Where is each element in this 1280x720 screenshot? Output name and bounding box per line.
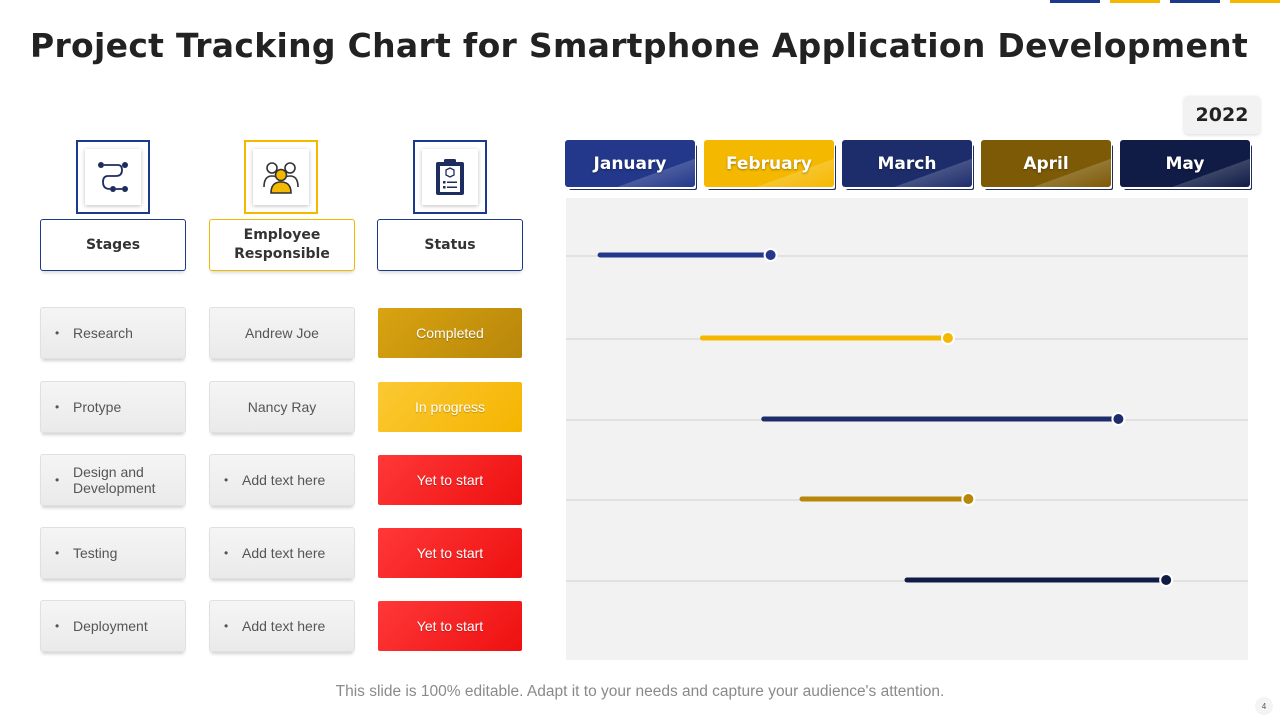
stage-cell: • Research <box>40 307 186 359</box>
header-stages: Stages <box>40 219 186 271</box>
status-icon-box <box>413 140 487 214</box>
header-stages-label: Stages <box>85 236 141 253</box>
bullet-icon: • <box>55 400 60 414</box>
stage-cell: • Deployment <box>40 600 186 652</box>
stage-cell: • Protype <box>40 381 186 433</box>
employee-cell: Nancy Ray <box>209 381 355 433</box>
gantt-end-marker <box>763 248 778 262</box>
accent-line-2 <box>1110 0 1160 3</box>
bullet-icon: • <box>55 619 60 633</box>
month-header-may: May <box>1120 140 1250 187</box>
stage-cell: • Testing <box>40 527 186 579</box>
gantt-end-marker <box>1159 573 1174 587</box>
header-status: Status <box>377 219 523 271</box>
employee-label: Add text here <box>242 545 326 561</box>
status-label: Yet to start <box>416 545 484 561</box>
year-badge: 2022 <box>1184 96 1260 134</box>
stage-label: Testing <box>73 545 118 561</box>
accent-line-4 <box>1230 0 1280 3</box>
header-status-label: Status <box>424 236 476 253</box>
gantt-chart-area <box>566 198 1248 660</box>
gantt-end-marker <box>940 331 955 345</box>
header-employee: Employee Responsible <box>209 219 355 271</box>
clipboard-checklist-icon <box>436 159 464 195</box>
month-label: April <box>1023 153 1069 174</box>
status-badge-yet-to-start: Yet to start <box>378 601 522 651</box>
employee-label: Nancy Ray <box>247 399 317 415</box>
month-header-january: January <box>565 140 695 187</box>
accent-line-3 <box>1170 0 1220 3</box>
slide-title: Project Tracking Chart for Smartphone Ap… <box>30 26 1249 65</box>
employee-label: Add text here <box>242 472 326 488</box>
month-label: January <box>593 153 667 174</box>
stage-cell: • Design and Development <box>40 454 186 506</box>
status-badge-in-progress: In progress <box>378 382 522 432</box>
process-flow-icon <box>98 162 128 192</box>
employee-label: Add text here <box>242 618 326 634</box>
bullet-icon: • <box>55 326 60 340</box>
footer-note: This slide is 100% editable. Adapt it to… <box>335 683 945 700</box>
employee-cell: • Add text here <box>209 454 355 506</box>
gantt-end-marker <box>1111 412 1126 426</box>
team-people-icon <box>263 162 299 194</box>
month-label: May <box>1165 153 1205 174</box>
employee-cell: • Add text here <box>209 600 355 652</box>
page-number: 4 <box>1255 697 1273 715</box>
status-label: Yet to start <box>416 472 484 488</box>
status-badge-yet-to-start: Yet to start <box>378 528 522 578</box>
header-employee-label: Employee Responsible <box>234 227 330 262</box>
bullet-icon: • <box>224 546 229 560</box>
status-label: In progress <box>414 399 486 415</box>
stage-label: Research <box>73 325 133 341</box>
gantt-end-marker <box>961 492 976 506</box>
bullet-icon: • <box>55 546 60 560</box>
stage-label: Protype <box>73 399 122 415</box>
month-header-march: March <box>842 140 972 187</box>
stage-label: Deployment <box>73 618 148 634</box>
status-label: Completed <box>416 325 484 341</box>
stages-icon-box <box>76 140 150 214</box>
status-badge-completed: Completed <box>378 308 522 358</box>
employee-cell: Andrew Joe <box>209 307 355 359</box>
bullet-icon: • <box>55 473 60 487</box>
month-header-february: February <box>704 140 834 187</box>
status-badge-yet-to-start: Yet to start <box>378 455 522 505</box>
accent-line-1 <box>1050 0 1100 3</box>
month-label: February <box>725 153 813 174</box>
month-label: March <box>877 153 937 174</box>
bullet-icon: • <box>224 473 229 487</box>
bullet-icon: • <box>224 619 229 633</box>
month-header-april: April <box>981 140 1111 187</box>
status-label: Yet to start <box>416 618 484 634</box>
employee-label: Andrew Joe <box>245 325 319 341</box>
employee-icon-box <box>244 140 318 214</box>
employee-cell: • Add text here <box>209 527 355 579</box>
stage-label: Design and Development <box>73 464 156 496</box>
